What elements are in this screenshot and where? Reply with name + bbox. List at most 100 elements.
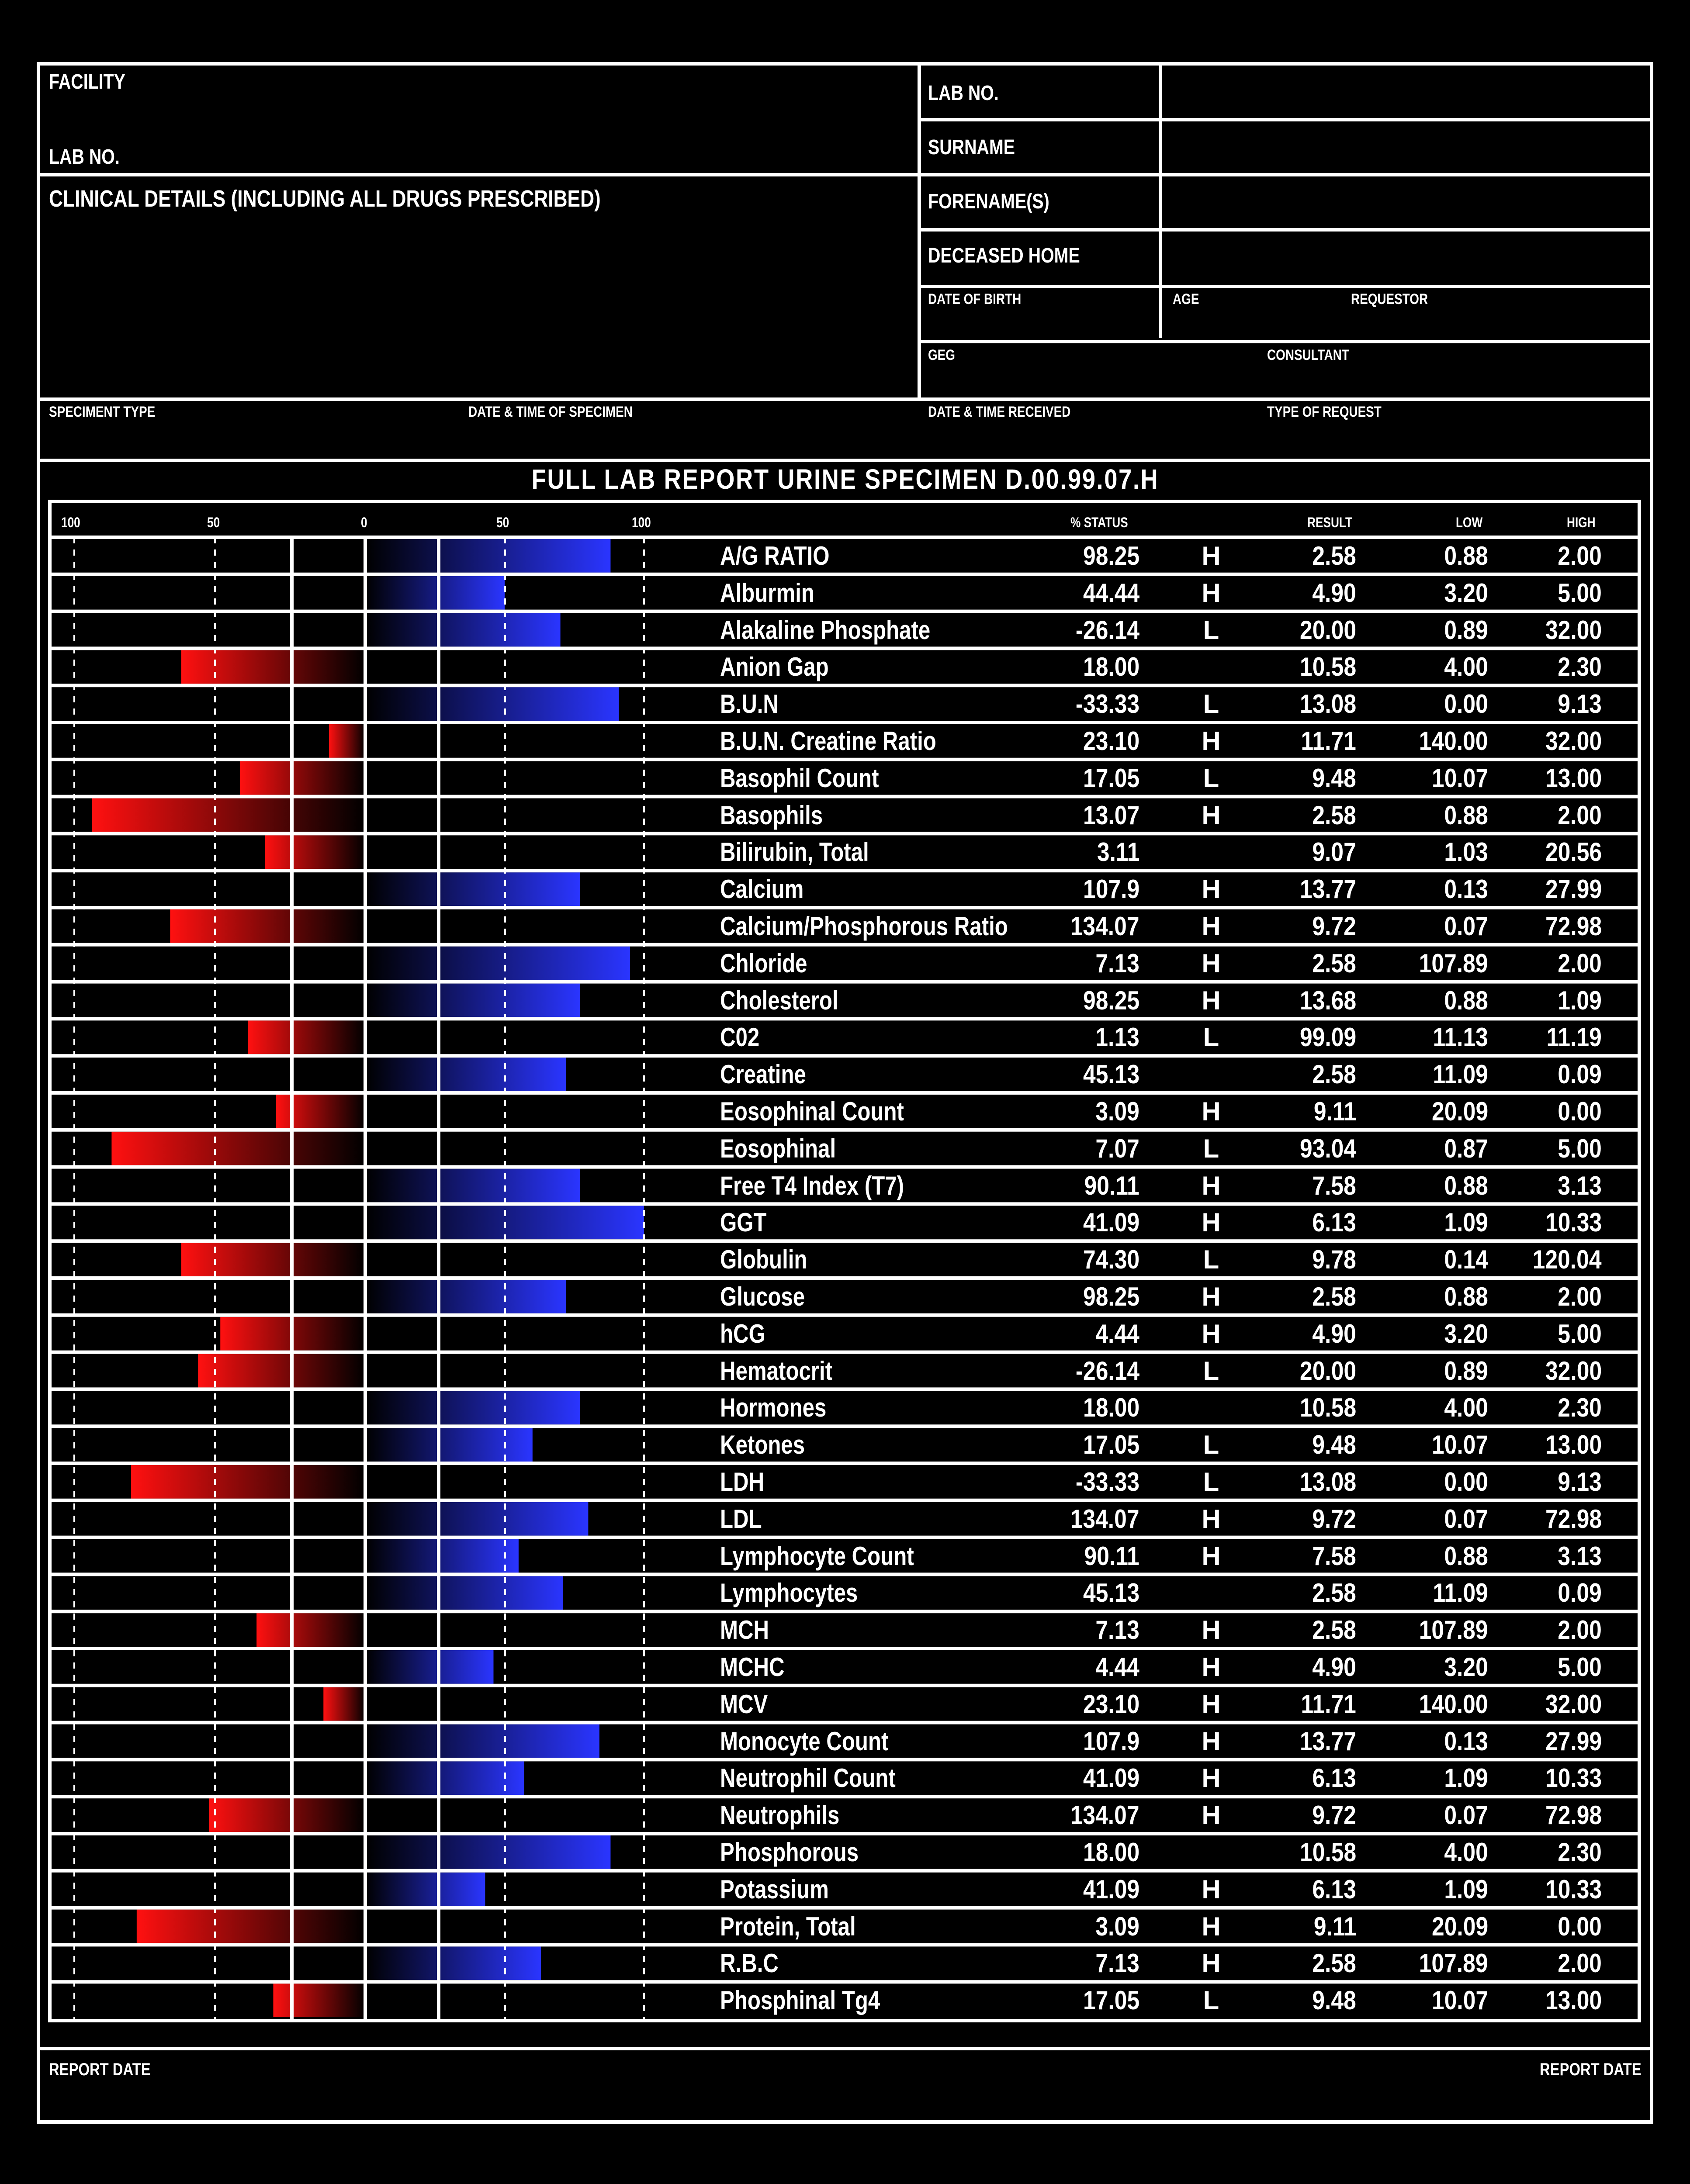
result-value: 9.72 (1312, 912, 1356, 941)
test-name: Basophil Count (720, 763, 879, 793)
percent-status: 23.10 (1083, 726, 1139, 756)
percent-status: 4.44 (1095, 1652, 1139, 1682)
low-value: 0.00 (1444, 1467, 1488, 1496)
col-result-header: RESULT (1307, 515, 1353, 530)
percent-status: 45.13 (1083, 1578, 1139, 1608)
percent-status: -26.14 (1075, 1356, 1139, 1386)
percent-status: 17.05 (1083, 763, 1139, 793)
percent-status: 90.11 (1084, 1171, 1139, 1200)
percent-status: 17.05 (1083, 1430, 1139, 1460)
status-bar (181, 650, 365, 684)
low-value: 107.89 (1419, 1949, 1488, 1978)
low-value: 107.89 (1419, 1615, 1488, 1645)
status-bar (365, 1280, 566, 1313)
result-value: 13.77 (1299, 1726, 1356, 1756)
percent-status: 7.13 (1095, 948, 1139, 978)
low-value: 0.07 (1444, 1504, 1488, 1534)
forenames-label: FORENAME(S) (928, 190, 1049, 213)
result-value: 9.48 (1312, 1430, 1356, 1460)
status-flag: H (1202, 1800, 1221, 1830)
high-value: 32.00 (1545, 1356, 1602, 1386)
result-value: 13.68 (1299, 985, 1356, 1015)
test-name: B.U.N (720, 689, 779, 719)
test-name: LDL (720, 1504, 762, 1534)
result-value: 7.58 (1312, 1541, 1356, 1571)
report-date-right: REPORT DATE (1540, 2060, 1642, 2079)
low-value: 0.07 (1444, 912, 1488, 941)
status-bar (365, 872, 580, 906)
status-flag: H (1202, 912, 1221, 941)
scale-label-100-left: 100 (61, 515, 80, 530)
result-value: 13.08 (1299, 689, 1356, 719)
high-value: 10.33 (1545, 1874, 1602, 1904)
test-name: Alburmin (720, 578, 814, 608)
status-bar (256, 1613, 365, 1647)
test-name: Calcium (720, 874, 804, 904)
test-name: Neutrophils (720, 1800, 840, 1830)
percent-status: -26.14 (1075, 615, 1139, 645)
high-value: 10.33 (1545, 1763, 1602, 1793)
high-value: 2.30 (1558, 1838, 1602, 1867)
percent-status: 74.30 (1083, 1245, 1139, 1275)
low-value: 0.88 (1444, 1541, 1488, 1571)
status-flag: H (1202, 1911, 1221, 1941)
low-value: 1.09 (1444, 1763, 1488, 1793)
result-value: 2.58 (1312, 1060, 1356, 1089)
high-value: 0.09 (1558, 1578, 1602, 1608)
result-value: 2.58 (1312, 1282, 1356, 1311)
percent-status: 18.00 (1083, 1838, 1139, 1867)
low-value: 140.00 (1419, 726, 1488, 756)
low-value: 20.09 (1431, 1097, 1488, 1126)
scale-label-50-right: 50 (496, 515, 509, 530)
requestor-label: REQUESTOR (1351, 291, 1428, 308)
test-name: MCH (720, 1615, 769, 1645)
test-name: Bilirubin, Total (720, 837, 869, 867)
high-value: 2.00 (1558, 948, 1602, 978)
status-bar (365, 1576, 563, 1610)
test-name: Eosophinal Count (720, 1097, 904, 1126)
high-value: 0.00 (1558, 1097, 1602, 1126)
status-bar (365, 1057, 566, 1091)
test-name: Protein, Total (720, 1911, 856, 1941)
status-flag: H (1202, 1208, 1221, 1237)
status-bar (365, 1650, 494, 1684)
report-title-wrap: FULL LAB REPORT URINE SPECIMEN D.00.99.0… (38, 463, 1652, 495)
low-value: 3.20 (1444, 1652, 1488, 1682)
scale-label-100-right: 100 (632, 515, 651, 530)
high-value: 32.00 (1545, 726, 1602, 756)
high-value: 13.00 (1545, 763, 1602, 793)
percent-status: 98.25 (1083, 541, 1139, 570)
high-value: 2.00 (1558, 1949, 1602, 1978)
status-flag: H (1202, 1097, 1221, 1126)
percent-status: 23.10 (1083, 1689, 1139, 1719)
test-name: LDH (720, 1467, 765, 1496)
scale-label-0: 0 (361, 515, 367, 530)
high-value: 27.99 (1545, 874, 1602, 904)
high-value: 2.00 (1558, 541, 1602, 570)
percent-status: 107.9 (1083, 1726, 1139, 1756)
percent-status: 3.11 (1097, 837, 1139, 867)
result-value: 9.78 (1312, 1245, 1356, 1275)
result-value: 6.13 (1312, 1763, 1356, 1793)
high-value: 13.00 (1545, 1986, 1602, 2015)
report-title: FULL LAB REPORT URINE SPECIMEN D.00.99.0… (531, 463, 1159, 495)
percent-status: 7.13 (1095, 1949, 1139, 1978)
low-value: 0.14 (1444, 1245, 1488, 1275)
test-name: Cholesterol (720, 985, 838, 1015)
result-value: 2.58 (1312, 948, 1356, 978)
low-value: 1.09 (1444, 1208, 1488, 1237)
test-name: Lymphocytes (720, 1578, 858, 1608)
status-flag: H (1202, 874, 1221, 904)
percent-status: 41.09 (1083, 1874, 1139, 1904)
high-value: 10.33 (1545, 1208, 1602, 1237)
test-name: MCV (720, 1689, 768, 1719)
high-value: 9.13 (1558, 689, 1602, 719)
high-value: 32.00 (1545, 615, 1602, 645)
low-value: 107.89 (1419, 948, 1488, 978)
test-name: Monocyte Count (720, 1726, 889, 1756)
result-value: 7.58 (1312, 1171, 1356, 1200)
percent-status: 44.44 (1083, 578, 1139, 608)
test-name: C02 (720, 1023, 760, 1052)
result-value: 2.58 (1312, 1615, 1356, 1645)
status-bar (329, 724, 365, 758)
